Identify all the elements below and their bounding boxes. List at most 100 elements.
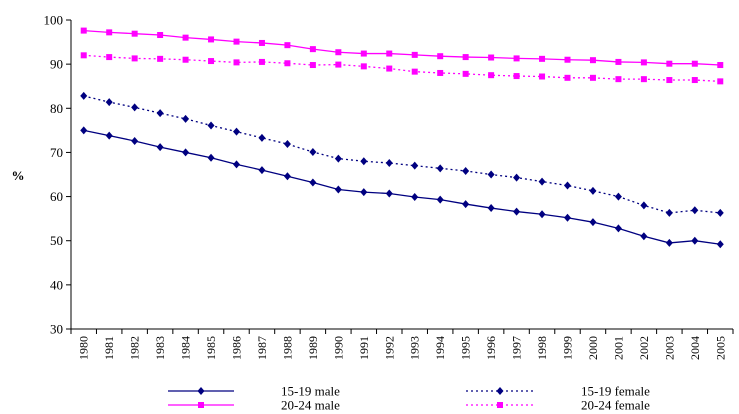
x-tick-label: 1996 [484,336,498,360]
data-point-20-24-male [462,54,469,61]
data-point-15-19-male [691,236,699,245]
data-point-20-24-female [233,59,240,66]
y-tick-label: 40 [50,277,63,292]
data-point-20-24-male [437,53,444,60]
data-point-15-19-female [309,147,317,156]
data-point-15-19-female [258,133,266,142]
data-point-20-24-female [640,76,647,83]
data-point-20-24-female [666,77,673,84]
data-point-20-24-female [717,78,724,85]
data-point-20-24-male [513,55,520,62]
x-tick-label: 2004 [688,336,702,360]
data-point-15-19-female [105,98,113,107]
data-point-20-24-male [564,56,571,63]
data-point-15-19-female [436,164,444,173]
series-layer [80,27,724,249]
x-tick-label: 1994 [433,336,447,360]
y-tick-label: 100 [44,13,64,28]
y-tick-label: 70 [50,145,63,160]
data-point-20-24-female [513,73,520,80]
data-point-20-24-male [106,29,113,36]
data-point-15-19-female [716,208,724,217]
data-point-20-24-female [615,76,622,83]
x-tick-label: 1982 [128,336,142,360]
data-point-15-19-female [207,121,215,130]
data-point-20-24-male [157,32,164,39]
x-tick-label: 1992 [382,336,396,360]
legend-marker [197,387,205,395]
data-point-15-19-female [182,114,190,123]
data-point-20-24-male [666,60,673,67]
data-point-15-19-male [411,193,419,202]
legend-marker [497,402,503,408]
data-point-20-24-male [589,57,596,64]
legend-item-20-24-female: 20-24 female [466,398,650,413]
data-point-15-19-male [334,185,342,194]
data-point-15-19-female [589,186,597,195]
series-line-15-19-male [83,129,721,245]
data-point-15-19-male [207,153,215,162]
data-point-20-24-female [462,70,469,77]
series-line-20-24-male [83,29,721,66]
data-point-20-24-female [589,74,596,81]
data-point-15-19-male [131,136,139,145]
legend-marker [496,387,504,395]
x-tick-label: 1985 [204,336,218,360]
data-point-15-19-female [385,159,393,168]
data-point-20-24-male [360,50,367,57]
axes: 30 40 50 60 70 80 90 100% 1980 1981 1982 1983 1984 19… [12,13,734,360]
x-tick-label: 1987 [255,336,269,360]
data-point-15-19-female [665,208,673,217]
legend-item-20-24-male: 20-24 male [168,398,340,413]
data-point-20-24-female [106,54,113,61]
data-point-20-24-male [411,51,418,58]
data-point-20-24-male [488,54,495,61]
data-point-15-19-female [411,161,419,170]
data-point-20-24-female [360,63,367,70]
series-line-15-19-female [83,95,721,214]
data-point-15-19-male [233,160,240,169]
data-point-20-24-male [284,42,291,49]
data-point-15-19-male [182,148,190,157]
data-point-15-19-female [131,103,139,112]
data-point-20-24-female [309,62,316,69]
data-point-20-24-male [717,62,724,69]
legend-label: 15-19 male [281,384,340,399]
x-tick-label: 1993 [408,336,422,360]
data-point-20-24-female [284,60,291,67]
data-point-15-19-male [665,238,673,247]
x-tick-label: 1998 [535,336,549,360]
data-point-20-24-female [539,73,546,80]
data-point-15-19-male [385,189,393,198]
data-point-15-19-male [283,172,291,181]
data-point-20-24-male [131,30,138,37]
data-point-15-19-female [538,177,546,186]
data-point-15-19-male [538,210,546,219]
data-point-15-19-male [462,200,470,209]
data-point-15-19-male [105,131,113,140]
data-point-20-24-male [182,34,189,41]
x-tick-label: 2000 [586,336,600,360]
x-tick-label: 1983 [153,336,167,360]
data-point-20-24-male [640,59,647,66]
data-point-20-24-female [437,69,444,76]
y-tick-label: 30 [50,322,63,337]
x-tick-label: 2005 [713,336,727,360]
data-point-15-19-male [309,178,317,187]
legend-label: 15-19 female [581,384,650,399]
x-tick-label: 2002 [637,336,651,360]
data-point-20-24-female [182,56,189,63]
x-tick-label: 1991 [357,336,371,360]
x-tick-label: 1990 [331,336,345,360]
data-point-15-19-female [156,109,164,118]
x-tick-label: 1980 [77,336,91,360]
data-point-20-24-female [131,55,138,62]
data-point-15-19-female [564,181,571,190]
x-tick-label: 1981 [102,336,116,360]
data-point-20-24-female [335,61,342,68]
data-point-20-24-male [309,46,316,53]
x-tick-label: 2001 [611,336,625,360]
series-line-20-24-female [83,54,721,83]
data-point-15-19-female [283,140,291,149]
data-point-15-19-male [614,224,622,233]
